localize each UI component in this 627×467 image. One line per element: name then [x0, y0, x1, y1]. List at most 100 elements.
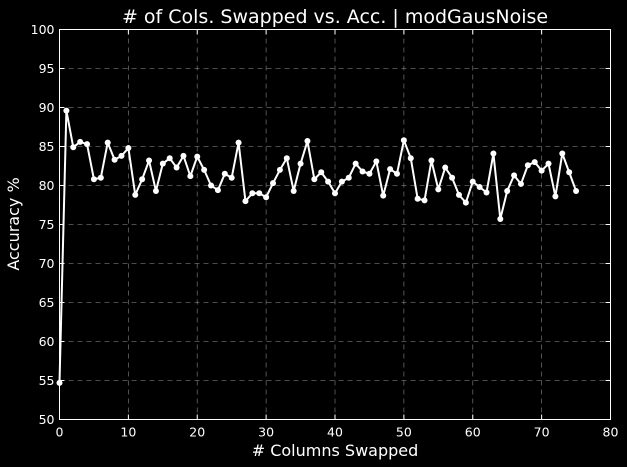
data-point — [511, 172, 518, 179]
data-point — [442, 164, 449, 171]
data-point — [90, 176, 97, 183]
data-point — [63, 107, 70, 114]
data-point — [373, 158, 380, 165]
y-tick-label: 85 — [39, 139, 55, 154]
data-point — [283, 155, 290, 162]
data-point — [504, 187, 511, 194]
data-point — [435, 186, 442, 193]
data-point — [573, 187, 580, 194]
data-point — [566, 169, 573, 176]
x-tick-label: 10 — [120, 425, 136, 440]
data-point — [345, 174, 352, 181]
data-point — [483, 189, 490, 196]
x-tick-label: 50 — [396, 425, 412, 440]
data-point — [400, 137, 407, 144]
data-point — [84, 141, 91, 148]
data-point — [297, 160, 304, 167]
series-line — [58, 109, 577, 383]
data-point — [421, 197, 428, 204]
data-point — [249, 190, 256, 197]
x-tick-label: 70 — [534, 425, 550, 440]
data-point — [194, 153, 201, 160]
data-point — [228, 174, 235, 181]
data-point — [104, 139, 111, 146]
y-tick-label: 65 — [39, 295, 55, 310]
data-point — [352, 160, 359, 167]
data-point — [173, 164, 180, 171]
data-point — [455, 191, 462, 198]
data-point — [552, 193, 559, 200]
y-axis-label: Accuracy % — [4, 177, 23, 270]
data-point — [462, 199, 469, 206]
x-tick-label: 30 — [258, 425, 274, 440]
y-tick-label: 100 — [31, 22, 55, 37]
data-point — [387, 166, 394, 173]
data-point — [152, 187, 159, 194]
data-point — [311, 176, 318, 183]
data-point — [366, 170, 373, 177]
data-point — [517, 180, 524, 187]
data-point — [235, 139, 242, 146]
y-tick-label: 95 — [39, 61, 55, 76]
data-point — [407, 155, 414, 162]
chart-title: # of Cols. Swapped vs. Acc. | modGausNoi… — [122, 6, 548, 28]
x-tick-label: 40 — [327, 425, 343, 440]
plot-frame — [59, 29, 611, 420]
data-point — [97, 174, 104, 181]
axis-ticks: 0 10 20 30 40 50 60 70 80 50 55 60 65 70 75 80 85 90 95 100 — [31, 22, 619, 440]
y-tick-label: 70 — [39, 256, 55, 271]
data-point — [125, 145, 132, 152]
data-point — [290, 187, 297, 194]
data-point — [111, 156, 118, 163]
data-series — [56, 107, 580, 386]
data-point — [270, 180, 277, 187]
data-point — [242, 198, 249, 205]
grid-lines — [59, 29, 611, 420]
data-point — [166, 155, 173, 162]
data-point — [531, 159, 538, 166]
data-point — [263, 194, 270, 201]
data-point — [77, 138, 84, 145]
data-point — [146, 157, 153, 164]
data-point — [214, 187, 221, 194]
data-point — [414, 195, 421, 202]
data-point — [393, 170, 400, 177]
y-tick-label: 55 — [39, 373, 55, 388]
data-point — [538, 167, 545, 174]
data-point — [497, 216, 504, 223]
data-point — [139, 176, 146, 183]
data-point — [469, 178, 476, 185]
data-point — [304, 138, 311, 145]
y-tick-label: 50 — [39, 412, 55, 427]
x-tick-label: 0 — [56, 425, 64, 440]
data-point — [332, 190, 338, 197]
data-point — [132, 191, 139, 198]
data-point — [428, 157, 435, 164]
y-tick-label: 75 — [39, 217, 55, 232]
data-point — [118, 152, 125, 159]
data-point — [276, 166, 283, 173]
data-point — [159, 160, 166, 167]
data-point — [559, 150, 566, 157]
x-tick-label: 20 — [189, 425, 205, 440]
x-tick-label: 60 — [465, 425, 481, 440]
data-point — [201, 166, 208, 173]
data-point — [187, 173, 194, 180]
x-tick-label: 80 — [603, 425, 619, 440]
data-point — [524, 162, 531, 169]
y-tick-label: 60 — [39, 334, 55, 349]
data-point — [256, 190, 263, 197]
data-point — [449, 174, 456, 181]
y-tick-label: 80 — [39, 178, 55, 193]
data-point — [490, 150, 497, 157]
data-point — [208, 182, 215, 189]
data-point — [70, 144, 77, 151]
x-axis-label: # Columns Swapped — [252, 441, 419, 460]
data-point — [325, 178, 332, 185]
data-point — [221, 170, 228, 177]
data-point — [318, 169, 325, 176]
data-point — [359, 168, 366, 175]
y-tick-label: 90 — [39, 100, 55, 115]
data-point — [380, 192, 387, 199]
